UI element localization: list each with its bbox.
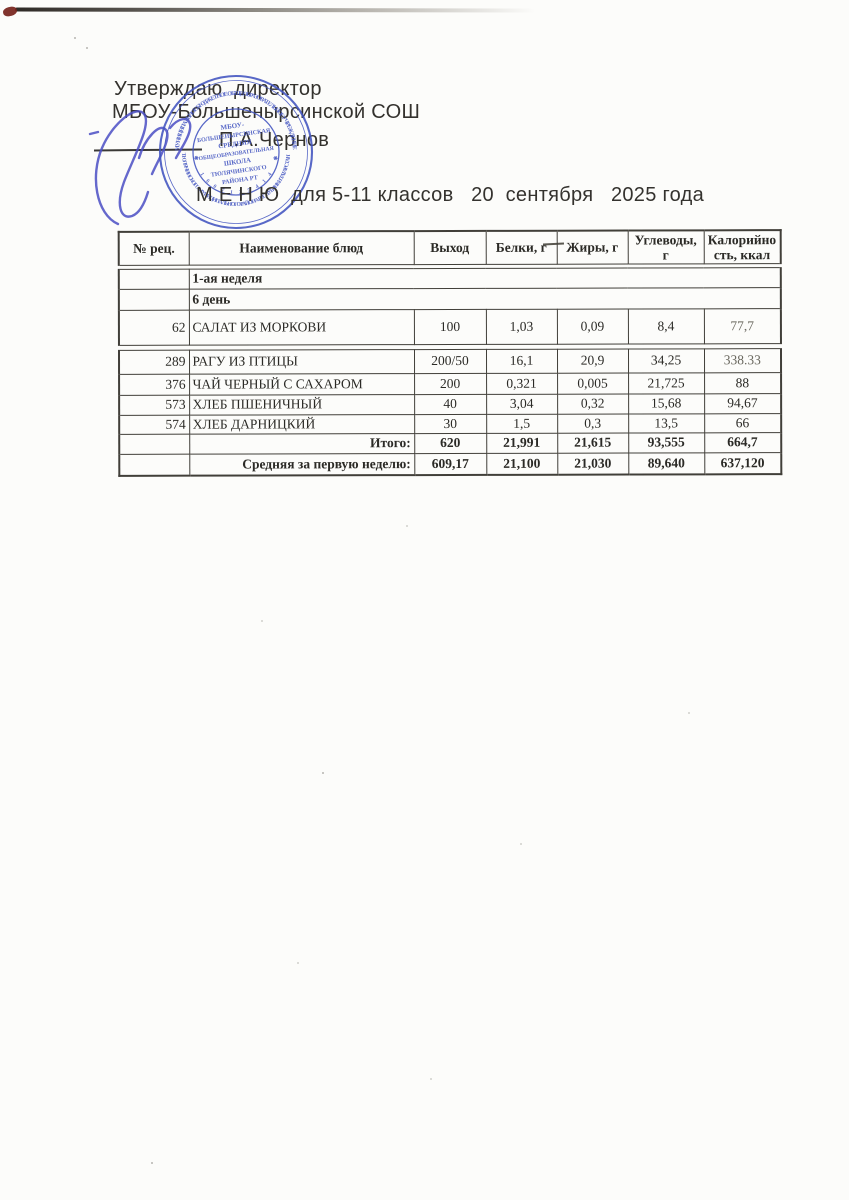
fat-value: 0,32 — [557, 393, 629, 414]
scan-speck — [688, 712, 690, 714]
recipe-no: 62 — [118, 309, 189, 345]
table-header-row: № рец. Наименование блюд Выход Белки, г … — [118, 230, 781, 265]
col-header-output: Выход — [413, 230, 486, 265]
kcal-value: 66 — [704, 413, 782, 433]
menu-title: М Е Н Ю для 5-11 классов 20 сентября 202… — [196, 184, 705, 206]
scan-speck — [322, 772, 324, 774]
recipe-no: 574 — [119, 414, 190, 434]
col-header-protein: Белки, г — [485, 230, 557, 264]
kcal-value: 77,7 — [703, 308, 781, 344]
average-output: 609,17 — [414, 452, 487, 476]
average-carbs: 89,640 — [628, 452, 705, 475]
carbs-value: 34,25 — [627, 348, 705, 373]
col-header-fat: Жиры, г — [556, 230, 628, 264]
output-value: 200/50 — [413, 348, 487, 374]
scan-speck — [86, 47, 88, 49]
dish-name: ЧАЙ ЧЕРНЫЙ С САХАРОМ — [189, 373, 415, 395]
scan-speck — [406, 525, 408, 527]
output-value: 100 — [413, 308, 486, 345]
fat-value: 0,09 — [556, 308, 628, 344]
output-value: 200 — [414, 372, 487, 395]
fat-value: 0,005 — [557, 372, 629, 394]
day-section-row: 6 день — [118, 287, 781, 310]
col-header-carbs: Углеводы, г — [627, 230, 704, 264]
fat-value: 20,9 — [556, 348, 629, 373]
col-header-dish-name: Наименование блюд — [188, 231, 414, 265]
stamp-outer-ring — [158, 74, 314, 230]
table-row: 62 САЛАТ ИЗ МОРКОВИ 100 1,03 0,09 8,4 77… — [118, 308, 781, 345]
average-label: Средняя за первую неделю: — [189, 453, 415, 476]
recipe-no: 289 — [118, 349, 190, 374]
output-value: 30 — [414, 413, 487, 434]
protein-value: 1,5 — [486, 413, 558, 433]
stamp-graphic: МУНИЦИПАЛЬНОЕ БЮДЖЕТНОЕ ОБЩЕОБРАЗОВАТЕЛЬ… — [158, 74, 314, 230]
kcal-value: 88 — [704, 372, 782, 394]
kcal-value: 338.33 — [703, 348, 782, 373]
recipe-no: 573 — [119, 394, 190, 415]
protein-value: 1,03 — [485, 308, 557, 344]
average-row: Средняя за первую неделю: 609,17 21,100 … — [119, 452, 782, 476]
scan-speck — [430, 1078, 432, 1080]
dish-name: РАГУ ИЗ ПТИЦЫ — [188, 349, 415, 374]
scan-speck — [261, 620, 263, 622]
scan-speck — [74, 37, 76, 39]
svg-text:МБОУ-: МБОУ- — [220, 121, 245, 132]
dish-name: ХЛЕБ ДАРНИЦКИЙ — [189, 414, 415, 434]
scan-speck — [520, 843, 522, 845]
average-fat: 21,030 — [557, 452, 629, 475]
dish-name: САЛАТ ИЗ МОРКОВИ — [188, 309, 414, 345]
total-row: Итого: 620 21,991 21,615 93,555 664,7 — [119, 432, 782, 454]
scan-speck — [297, 962, 299, 964]
stamp-middle-ring — [164, 80, 308, 224]
scan-speck — [151, 1162, 153, 1164]
week-label: 1-ая неделя — [188, 267, 781, 289]
total-kcal: 664,7 — [704, 432, 782, 453]
table-row: 376 ЧАЙ ЧЕРНЫЙ С САХАРОМ 200 0,321 0,005… — [119, 372, 782, 395]
total-protein: 21,991 — [486, 432, 558, 453]
table-row: 573 ХЛЕБ ПШЕНИЧНЫЙ 40 3,04 0,32 15,68 94… — [119, 393, 782, 415]
protein-value: 16,1 — [485, 348, 558, 373]
director-name: П.А.Чернов — [219, 129, 330, 151]
svg-text:СРЕДНЯЯ: СРЕДНЯЯ — [218, 139, 252, 151]
svg-text:ШКОЛА: ШКОЛА — [224, 157, 252, 168]
table-row: 289 РАГУ ИЗ ПТИЦЫ 200/50 16,1 20,9 34,25… — [118, 348, 782, 374]
stamp-inner-ring — [192, 108, 280, 196]
output-value: 40 — [414, 393, 487, 415]
carbs-value: 15,68 — [628, 393, 705, 414]
average-protein: 21,100 — [486, 452, 558, 475]
menu-table: № рец. Наименование блюд Выход Белки, г … — [118, 229, 782, 477]
kcal-value: 94,67 — [704, 393, 782, 414]
dish-name: ХЛЕБ ПШЕНИЧНЫЙ — [189, 394, 415, 415]
day-label: 6 день — [188, 287, 781, 310]
stamp-center-text: МБОУ- БОЛЬШЕНЫРСИНСКАЯ СРЕДНЯЯ ОБЩЕОБРАЗ… — [197, 121, 275, 187]
scan-corner-mark — [2, 5, 18, 18]
carbs-value: 8,4 — [627, 308, 704, 344]
average-kcal: 637,120 — [704, 452, 782, 475]
carbs-value: 13,5 — [628, 413, 705, 433]
total-output: 620 — [414, 432, 487, 454]
fat-value: 0,3 — [557, 413, 629, 433]
scan-edge-line — [14, 7, 536, 13]
protein-value: 3,04 — [486, 393, 558, 414]
total-carbs: 93,555 — [628, 432, 705, 453]
total-label: Итого: — [189, 433, 415, 454]
col-header-recipe-no: № рец. — [118, 231, 189, 265]
table-row: 574 ХЛЕБ ДАРНИЦКИЙ 30 1,5 0,3 13,5 66 — [119, 413, 782, 434]
col-header-calories: Калорийность, ккал — [703, 230, 781, 264]
signature-graphic — [88, 110, 192, 226]
carbs-value: 21,725 — [628, 372, 705, 394]
protein-value: 0,321 — [486, 372, 558, 394]
total-fat: 21,615 — [557, 432, 629, 453]
recipe-no: 376 — [119, 373, 190, 395]
week-section-row: 1-ая неделя — [118, 267, 781, 289]
